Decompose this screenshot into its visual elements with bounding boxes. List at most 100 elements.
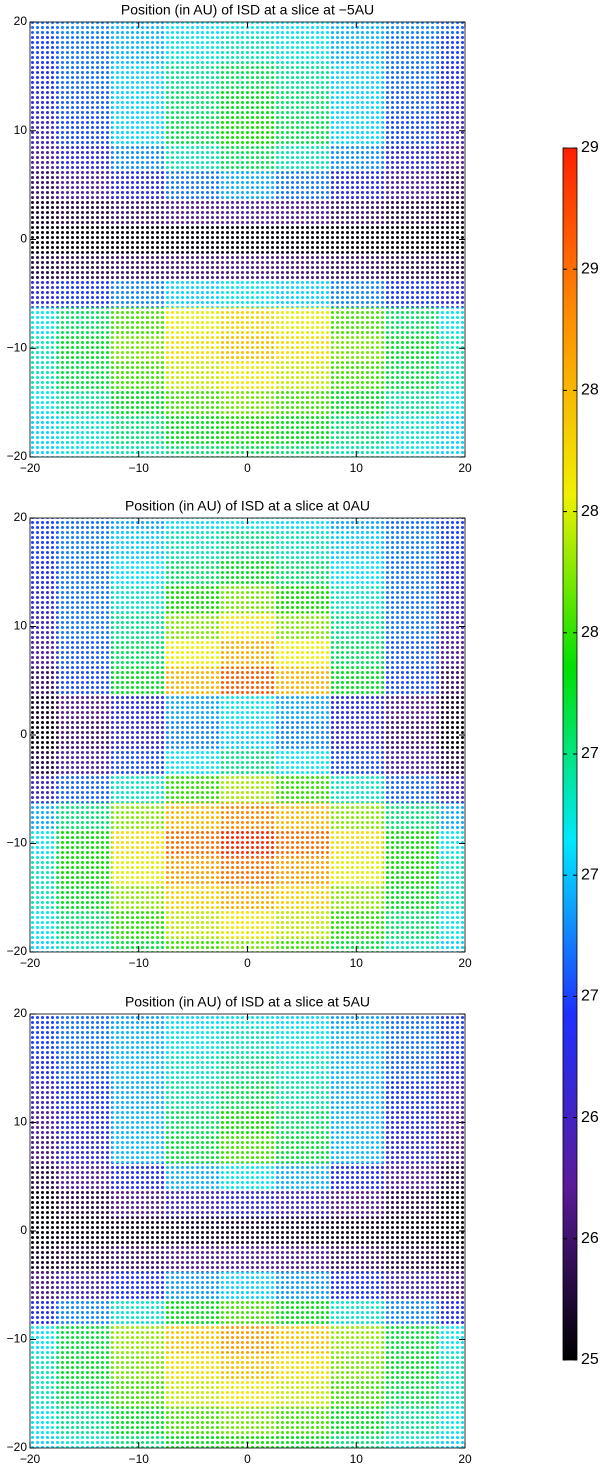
colorbar-tick-label: 27 xyxy=(581,745,599,762)
point xyxy=(57,802,113,831)
point xyxy=(274,857,330,885)
point xyxy=(30,1014,58,1029)
point xyxy=(165,802,221,831)
point xyxy=(274,198,330,227)
point xyxy=(220,518,276,533)
point xyxy=(329,721,384,750)
point xyxy=(383,1136,439,1164)
point xyxy=(437,938,465,952)
point xyxy=(383,389,439,417)
point xyxy=(57,253,113,281)
point xyxy=(111,361,167,390)
point xyxy=(329,1298,384,1327)
point xyxy=(30,171,58,200)
point xyxy=(437,1407,465,1435)
point xyxy=(274,1081,330,1110)
point xyxy=(111,307,167,336)
point xyxy=(329,443,384,457)
point xyxy=(383,911,439,939)
point xyxy=(437,198,465,227)
point xyxy=(329,1108,384,1137)
point xyxy=(111,829,167,858)
point xyxy=(274,1108,330,1137)
point xyxy=(437,22,465,37)
point xyxy=(220,443,276,457)
point xyxy=(220,416,276,444)
point xyxy=(111,558,167,587)
point xyxy=(437,253,465,281)
point xyxy=(329,829,384,858)
point xyxy=(57,1014,113,1029)
point xyxy=(165,1244,221,1273)
point xyxy=(165,1136,221,1164)
point xyxy=(274,558,330,587)
point xyxy=(30,640,58,668)
point xyxy=(111,253,167,281)
point xyxy=(274,171,330,200)
point xyxy=(30,361,58,390)
point xyxy=(111,89,167,118)
point xyxy=(30,280,58,308)
point xyxy=(30,35,58,64)
point xyxy=(274,1298,330,1327)
point xyxy=(274,389,330,417)
point xyxy=(329,938,384,952)
point xyxy=(437,1081,465,1110)
point xyxy=(437,307,465,336)
point xyxy=(220,1407,276,1435)
point xyxy=(383,334,439,363)
point xyxy=(165,307,221,336)
point xyxy=(329,389,384,417)
point xyxy=(274,518,330,533)
point xyxy=(329,334,384,363)
point xyxy=(437,1190,465,1218)
x-tick-label: 0 xyxy=(244,461,251,475)
point xyxy=(165,253,221,281)
point xyxy=(57,117,113,145)
point xyxy=(329,1136,384,1164)
point xyxy=(111,1163,167,1191)
point xyxy=(111,585,167,614)
point xyxy=(57,389,113,417)
point xyxy=(57,171,113,200)
point xyxy=(383,416,439,444)
point xyxy=(220,334,276,363)
point xyxy=(383,612,439,641)
point xyxy=(329,117,384,145)
point xyxy=(111,802,167,831)
point xyxy=(165,35,221,64)
point xyxy=(111,1027,167,1056)
point xyxy=(30,1136,58,1164)
point xyxy=(165,443,221,457)
point xyxy=(111,144,167,173)
colorbar-tick-label: 27 xyxy=(581,866,599,883)
point xyxy=(111,1325,167,1354)
point xyxy=(437,1298,465,1327)
y-tick-label: −20 xyxy=(7,944,28,958)
point xyxy=(220,1014,276,1029)
point xyxy=(57,721,113,750)
point xyxy=(383,938,439,952)
point xyxy=(383,857,439,885)
point xyxy=(165,748,221,777)
y-tick-label: 20 xyxy=(14,1006,28,1020)
point xyxy=(220,1190,276,1218)
point xyxy=(57,1136,113,1164)
point xyxy=(274,62,330,91)
y-tick-label: 10 xyxy=(14,123,28,137)
point xyxy=(383,775,439,804)
point xyxy=(274,253,330,281)
point xyxy=(329,35,384,64)
point xyxy=(57,640,113,668)
point xyxy=(383,1271,439,1300)
x-tick-label: 20 xyxy=(458,1452,472,1466)
point xyxy=(329,253,384,281)
point xyxy=(57,1325,113,1354)
point xyxy=(30,1163,58,1191)
point xyxy=(329,22,384,37)
panel-title: Position (in AU) of ISD at a slice at 0A… xyxy=(125,498,370,514)
point xyxy=(111,1298,167,1327)
point xyxy=(329,171,384,200)
point xyxy=(274,1217,330,1246)
point xyxy=(329,802,384,831)
